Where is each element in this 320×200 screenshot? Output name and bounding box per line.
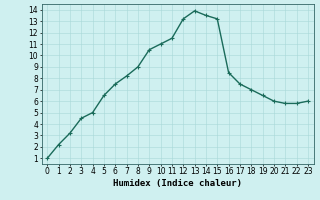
X-axis label: Humidex (Indice chaleur): Humidex (Indice chaleur) (113, 179, 242, 188)
